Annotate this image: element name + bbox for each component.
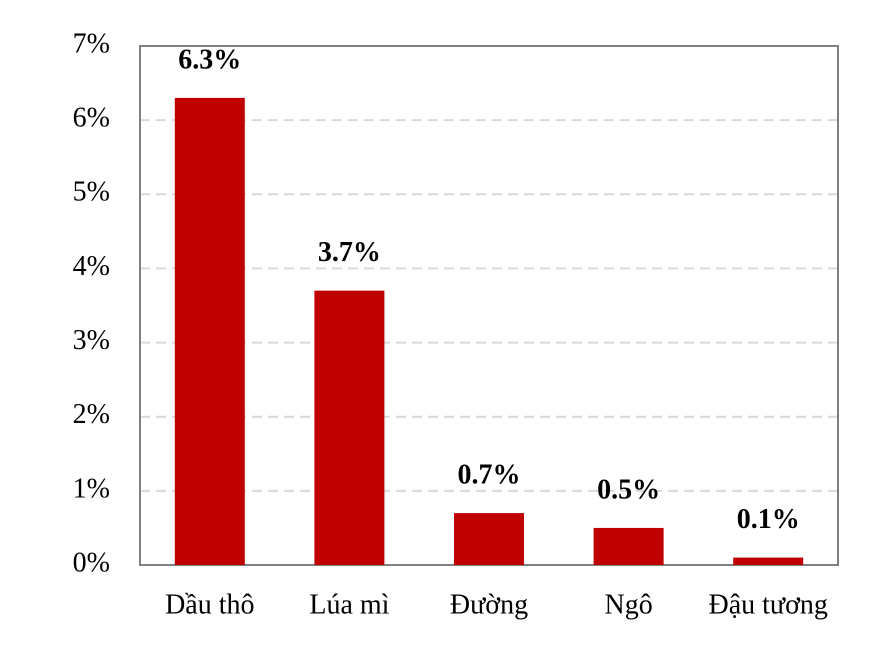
value-label: 0.5% <box>597 474 660 505</box>
x-tick-label: Đậu tương <box>708 589 827 620</box>
y-tick-label: 6% <box>73 103 110 134</box>
value-label: 3.7% <box>318 237 381 268</box>
y-tick-label: 0% <box>73 547 110 578</box>
x-tick-label: Ngô <box>604 589 652 620</box>
value-label: 0.7% <box>458 460 521 491</box>
y-tick-label: 7% <box>73 28 110 59</box>
value-label: 0.1% <box>737 504 800 535</box>
bar <box>593 527 664 565</box>
x-tick-label: Lúa mì <box>309 589 389 620</box>
bar <box>733 557 804 565</box>
x-tick-label: Dầu thô <box>165 589 254 620</box>
y-tick-label: 1% <box>73 473 110 504</box>
bar <box>174 97 245 566</box>
y-tick-label: 2% <box>73 399 110 430</box>
y-tick-label: 5% <box>73 177 110 208</box>
bar <box>314 290 385 565</box>
value-label: 6.3% <box>178 44 241 75</box>
y-tick-label: 3% <box>73 325 110 356</box>
x-tick-label: Đường <box>450 589 528 620</box>
bar <box>454 513 524 565</box>
y-tick-label: 4% <box>73 251 110 282</box>
